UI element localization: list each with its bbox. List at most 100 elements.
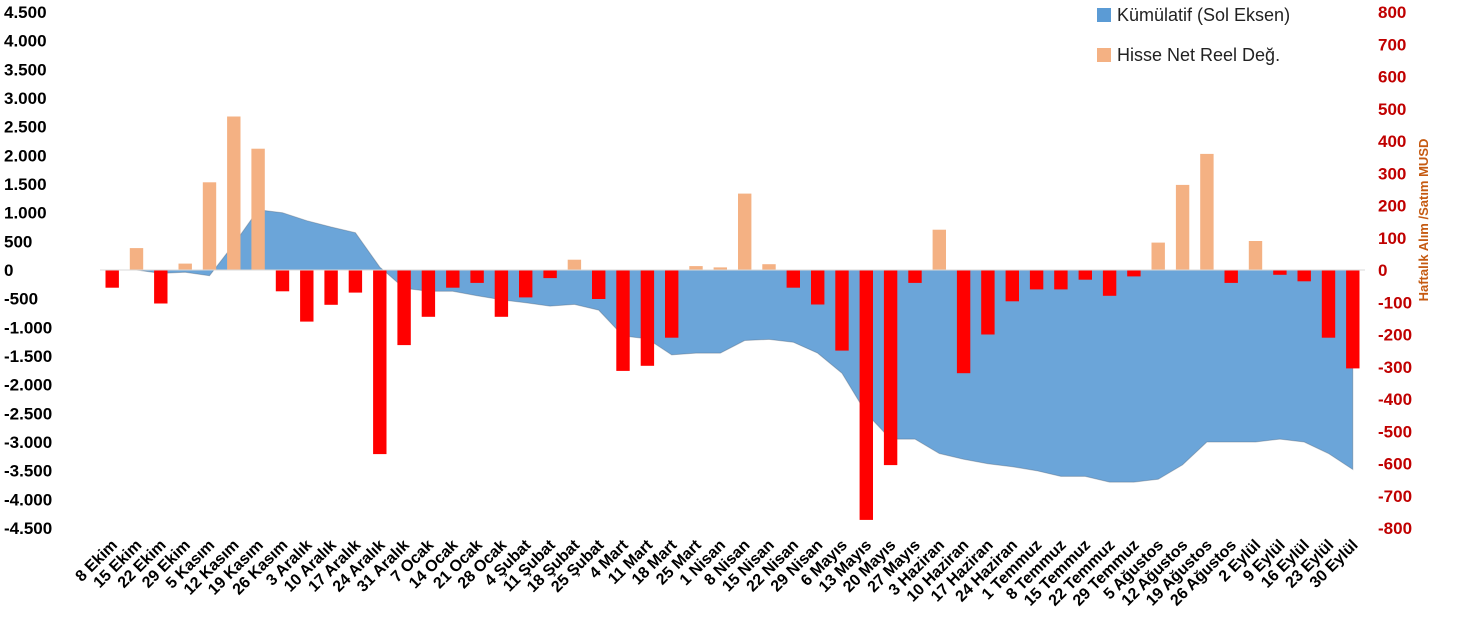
bar-7: [275, 270, 290, 292]
left-tick-label: -3.000: [4, 433, 52, 452]
right-tick-label: -800: [1378, 519, 1412, 538]
bar-12: [397, 270, 411, 346]
bar-23: [665, 270, 679, 338]
bar-33: [908, 270, 922, 283]
left-tick-label: 2.500: [4, 118, 47, 137]
left-tick-label: 3.500: [4, 60, 47, 79]
left-tick-label: -3.500: [4, 462, 52, 481]
bar-40: [1078, 270, 1092, 280]
bar-16: [494, 270, 509, 317]
bar-19: [567, 259, 582, 270]
bar-9: [324, 270, 338, 305]
left-tick-label: -1.500: [4, 347, 52, 366]
bar-6: [251, 148, 265, 270]
right-axis-title: Haftalık Alım /Satım MUSD: [1416, 139, 1431, 302]
bar-17: [519, 270, 533, 298]
left-tick-label: -2.000: [4, 376, 52, 395]
right-tick-label: 700: [1378, 35, 1406, 54]
bar-24: [689, 266, 703, 270]
bar-2: [154, 270, 168, 304]
bar-43: [1151, 242, 1165, 270]
left-tick-label: -1.000: [4, 318, 52, 337]
cumulative-area: [112, 209, 1354, 483]
left-tick-label: 1.000: [4, 204, 47, 223]
right-tick-label: 400: [1378, 132, 1406, 151]
right-tick-label: -700: [1378, 487, 1412, 506]
right-tick-label: 600: [1378, 68, 1406, 87]
right-axis-ticks: 800 700 600 500 400 300 200 100 0 -100 -200 -300 -40…: [1378, 3, 1412, 538]
right-tick-label: -200: [1378, 326, 1412, 345]
right-tick-label: 800: [1378, 3, 1406, 22]
bar-8: [300, 270, 314, 322]
bar-42: [1127, 270, 1141, 277]
left-tick-label: 4.500: [4, 3, 47, 22]
bar-13: [421, 270, 436, 317]
bar-49: [1297, 270, 1311, 282]
bar-25: [713, 267, 727, 270]
bar-48: [1273, 270, 1287, 275]
bar-51: [1346, 270, 1360, 369]
left-tick-label: 0: [4, 261, 13, 280]
legend-swatch-weekly: [1097, 48, 1111, 62]
bar-41: [1102, 270, 1117, 296]
bar-38: [1029, 270, 1044, 290]
cumulative-area-layer: [112, 209, 1354, 483]
legend-swatch-cumulative: [1097, 8, 1111, 22]
weekly-bar-layer: [105, 116, 1360, 520]
bar-32: [883, 270, 898, 466]
bar-10: [348, 270, 363, 293]
bar-5: [227, 116, 241, 270]
left-tick-label: 3.000: [4, 89, 47, 108]
left-tick-label: 500: [4, 232, 32, 251]
left-tick-label: 2.000: [4, 146, 47, 165]
bar-27: [762, 264, 776, 270]
bar-4: [202, 182, 217, 270]
bar-22: [640, 270, 655, 366]
bar-34: [932, 229, 946, 270]
right-tick-label: 300: [1378, 164, 1406, 183]
bar-14: [446, 270, 460, 288]
left-tick-label: -500: [4, 290, 38, 309]
bar-35: [956, 270, 971, 374]
left-tick-label: -4.500: [4, 519, 52, 538]
right-tick-label: -400: [1378, 390, 1412, 409]
bar-21: [616, 270, 630, 371]
bar-50: [1321, 270, 1336, 338]
legend-label-weekly: Hisse Net Reel Değ.: [1117, 45, 1280, 65]
bar-15: [470, 270, 484, 283]
bar-3: [178, 263, 192, 270]
bar-28: [786, 270, 800, 288]
right-tick-label: 200: [1378, 197, 1406, 216]
right-tick-label: 0: [1378, 261, 1387, 280]
bar-45: [1200, 153, 1214, 270]
left-tick-label: 1.500: [4, 175, 47, 194]
right-tick-label: 100: [1378, 229, 1406, 248]
legend-label-cumulative: Kümülatif (Sol Eksen): [1117, 5, 1290, 25]
bar-0: [105, 270, 119, 288]
right-tick-label: -600: [1378, 455, 1412, 474]
bar-1: [129, 248, 144, 270]
bar-37: [1005, 270, 1019, 302]
bar-20: [592, 270, 606, 299]
right-tick-label: -300: [1378, 358, 1412, 377]
left-axis-ticks: 4.500 4.000 3.500 3.000 2.500 2.000 1.500 1.000…: [4, 3, 52, 538]
bar-31: [859, 270, 873, 520]
bar-30: [835, 270, 849, 351]
left-tick-label: 4.000: [4, 32, 47, 51]
bar-29: [811, 270, 825, 305]
left-tick-label: -4.000: [4, 490, 52, 509]
bar-44: [1175, 184, 1190, 270]
bar-36: [981, 270, 995, 335]
bar-18: [543, 270, 557, 279]
bar-11: [373, 270, 387, 455]
bar-39: [1054, 270, 1068, 290]
right-tick-label: 500: [1378, 100, 1406, 119]
legend: Kümülatif (Sol Eksen) Hisse Net Reel Değ…: [1097, 5, 1290, 65]
left-tick-label: -2.500: [4, 404, 52, 423]
right-tick-label: -500: [1378, 422, 1412, 441]
bar-47: [1248, 241, 1263, 270]
bar-26: [738, 193, 752, 270]
bar-46: [1224, 270, 1238, 283]
right-tick-label: -100: [1378, 293, 1412, 312]
